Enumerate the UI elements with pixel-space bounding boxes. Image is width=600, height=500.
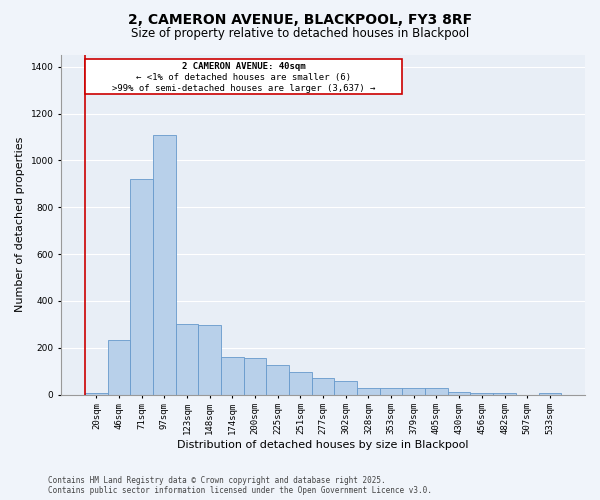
- Bar: [289, 372, 312, 394]
- Bar: [380, 388, 403, 394]
- Bar: [221, 356, 244, 395]
- Text: 2 CAMERON AVENUE: 40sqm: 2 CAMERON AVENUE: 40sqm: [182, 62, 305, 71]
- Y-axis label: Number of detached properties: Number of detached properties: [15, 137, 25, 312]
- Bar: [153, 134, 176, 394]
- Text: Size of property relative to detached houses in Blackpool: Size of property relative to detached ho…: [131, 28, 469, 40]
- Bar: [199, 325, 221, 394]
- Bar: [425, 388, 448, 394]
- Bar: [107, 340, 130, 394]
- Bar: [312, 378, 334, 394]
- Text: 2, CAMERON AVENUE, BLACKPOOL, FY3 8RF: 2, CAMERON AVENUE, BLACKPOOL, FY3 8RF: [128, 12, 472, 26]
- Bar: [448, 392, 470, 394]
- Bar: [244, 358, 266, 394]
- Text: Contains HM Land Registry data © Crown copyright and database right 2025.
Contai: Contains HM Land Registry data © Crown c…: [48, 476, 432, 495]
- Bar: [334, 382, 357, 394]
- Bar: [130, 179, 153, 394]
- Bar: [176, 324, 199, 394]
- Text: >99% of semi-detached houses are larger (3,637) →: >99% of semi-detached houses are larger …: [112, 84, 376, 94]
- Bar: [266, 364, 289, 394]
- Bar: [403, 388, 425, 394]
- Bar: [357, 388, 380, 394]
- X-axis label: Distribution of detached houses by size in Blackpool: Distribution of detached houses by size …: [178, 440, 469, 450]
- Text: ← <1% of detached houses are smaller (6): ← <1% of detached houses are smaller (6): [136, 73, 351, 82]
- FancyBboxPatch shape: [85, 58, 403, 94]
